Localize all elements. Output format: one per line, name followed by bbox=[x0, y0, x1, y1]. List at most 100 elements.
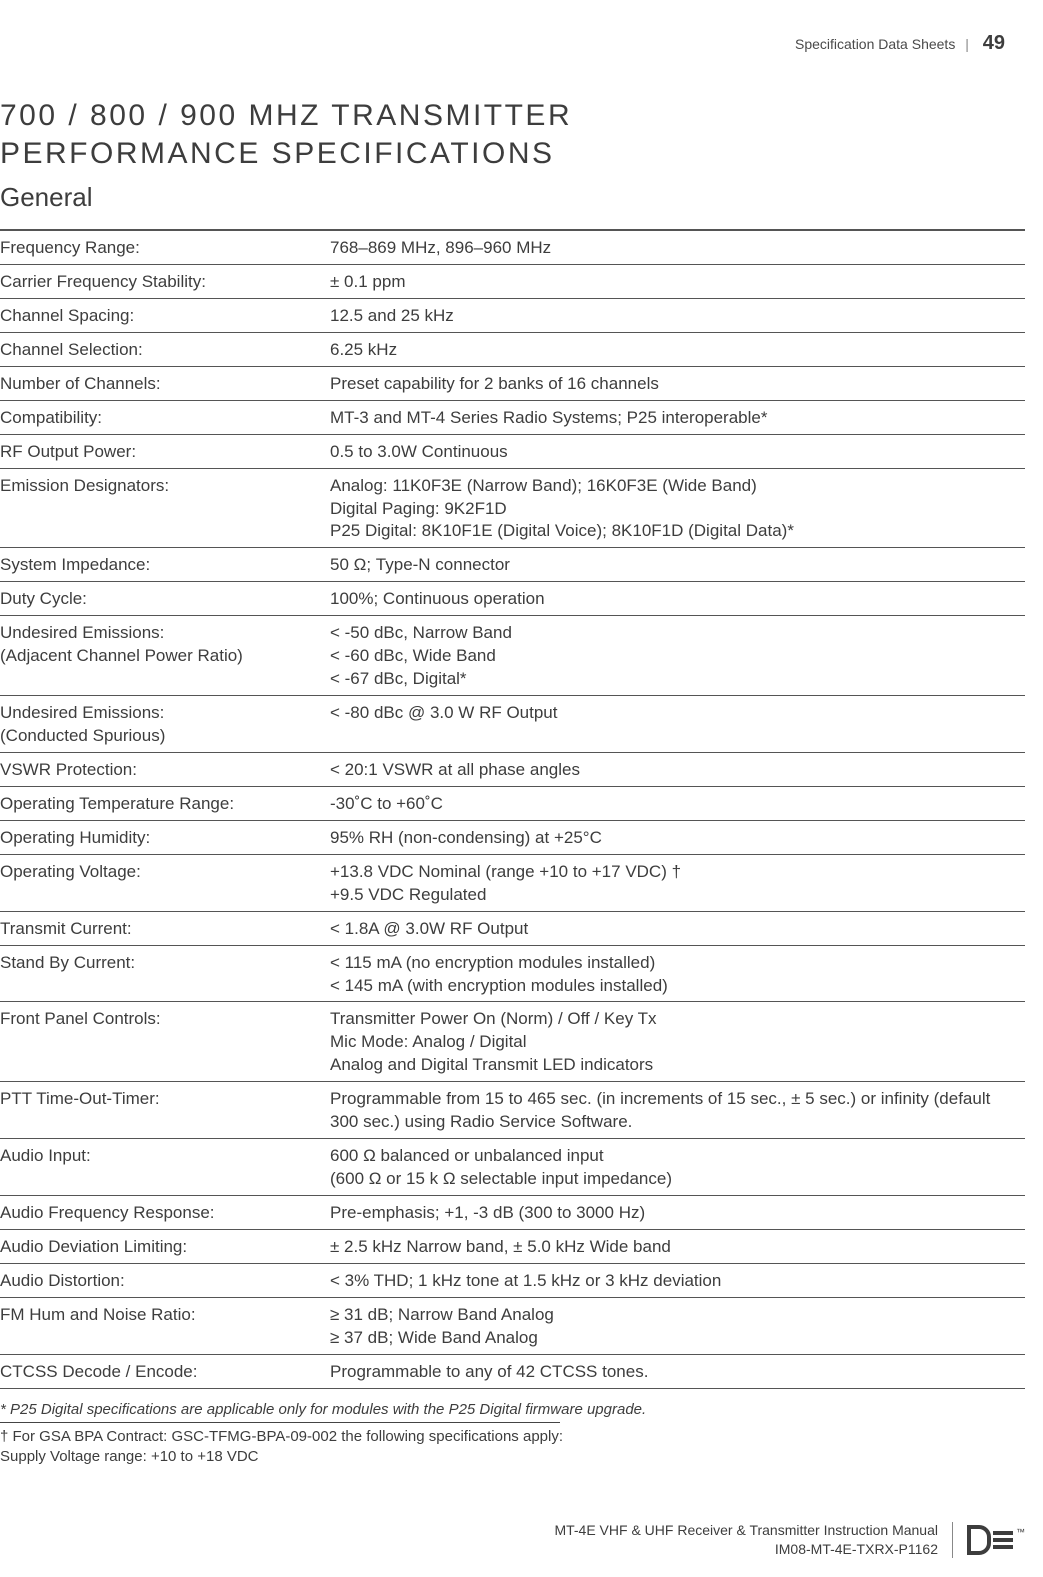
footnote-dagger-block: † For GSA BPA Contract: GSC-TFMG-BPA-09-… bbox=[0, 1422, 780, 1468]
separator: | bbox=[965, 36, 969, 52]
spec-value: 0.5 to 3.0W Continuous bbox=[330, 434, 1025, 468]
table-row: Operating Humidity:95% RH (non-condensin… bbox=[0, 820, 1025, 854]
table-row: VSWR Protection:< 20:1 VSWR at all phase… bbox=[0, 752, 1025, 786]
spec-label: RF Output Power: bbox=[0, 434, 330, 468]
table-row: Emission Designators:Analog: 11K0F3E (Na… bbox=[0, 468, 1025, 548]
page: Specification Data Sheets | 49 700 / 800… bbox=[0, 0, 1043, 1577]
spec-value: < 115 mA (no encryption modules installe… bbox=[330, 945, 1025, 1002]
table-row: Undesired Emissions: (Adjacent Channel P… bbox=[0, 616, 1025, 696]
spec-label: Audio Input: bbox=[0, 1139, 330, 1196]
footer-line-1: MT-4E VHF & UHF Receiver & Transmitter I… bbox=[554, 1521, 938, 1540]
spec-table: Frequency Range:768–869 MHz, 896–960 MHz… bbox=[0, 229, 1025, 1389]
spec-value: 6.25 kHz bbox=[330, 332, 1025, 366]
spec-label: Undesired Emissions: (Adjacent Channel P… bbox=[0, 616, 330, 696]
spec-label: Front Panel Controls: bbox=[0, 1002, 330, 1082]
spec-label: Operating Voltage: bbox=[0, 854, 330, 911]
spec-value: 95% RH (non-condensing) at +25°C bbox=[330, 820, 1025, 854]
spec-label: Audio Distortion: bbox=[0, 1263, 330, 1297]
table-row: Carrier Frequency Stability:± 0.1 ppm bbox=[0, 264, 1025, 298]
spec-label: Undesired Emissions: (Conducted Spurious… bbox=[0, 696, 330, 753]
spec-value: 768–869 MHz, 896–960 MHz bbox=[330, 230, 1025, 264]
table-row: Front Panel Controls:Transmitter Power O… bbox=[0, 1002, 1025, 1082]
section-heading: General bbox=[0, 182, 1025, 213]
spec-value: Pre-emphasis; +1, -3 dB (300 to 3000 Hz) bbox=[330, 1196, 1025, 1230]
spec-label: Transmit Current: bbox=[0, 911, 330, 945]
spec-value: -30˚C to +60˚C bbox=[330, 786, 1025, 820]
footnote-rule bbox=[0, 1422, 560, 1423]
spec-value: 600 Ω balanced or unbalanced input (600 … bbox=[330, 1139, 1025, 1196]
spec-label: Compatibility: bbox=[0, 400, 330, 434]
footer-divider bbox=[952, 1522, 953, 1558]
spec-value: Programmable to any of 42 CTCSS tones. bbox=[330, 1354, 1025, 1388]
spec-value: < 20:1 VSWR at all phase angles bbox=[330, 752, 1025, 786]
spec-label: System Impedance: bbox=[0, 548, 330, 582]
table-row: CTCSS Decode / Encode:Programmable to an… bbox=[0, 1354, 1025, 1388]
footnote-star: * P25 Digital specifications are applica… bbox=[0, 1401, 1025, 1418]
footer-text: MT-4E VHF & UHF Receiver & Transmitter I… bbox=[554, 1521, 938, 1559]
spec-value: MT-3 and MT-4 Series Radio Systems; P25 … bbox=[330, 400, 1025, 434]
table-row: Duty Cycle:100%; Continuous operation bbox=[0, 582, 1025, 616]
title-line-1: 700 / 800 / 900 MHZ TRANSMITTER bbox=[0, 99, 572, 132]
spec-label: CTCSS Decode / Encode: bbox=[0, 1354, 330, 1388]
spec-value: Programmable from 15 to 465 sec. (in inc… bbox=[330, 1082, 1025, 1139]
table-row: Compatibility:MT-3 and MT-4 Series Radio… bbox=[0, 400, 1025, 434]
table-row: Audio Frequency Response:Pre-emphasis; +… bbox=[0, 1196, 1025, 1230]
spec-label: Operating Humidity: bbox=[0, 820, 330, 854]
spec-value: Transmitter Power On (Norm) / Off / Key … bbox=[330, 1002, 1025, 1082]
table-row: Number of Channels:Preset capability for… bbox=[0, 366, 1025, 400]
spec-label: Emission Designators: bbox=[0, 468, 330, 548]
spec-value: ± 2.5 kHz Narrow band, ± 5.0 kHz Wide ba… bbox=[330, 1229, 1025, 1263]
spec-label: PTT Time-Out-Timer: bbox=[0, 1082, 330, 1139]
footer-line-2: IM08-MT-4E-TXRX-P1162 bbox=[554, 1540, 938, 1559]
breadcrumb: Specification Data Sheets bbox=[795, 36, 955, 52]
spec-label: Channel Spacing: bbox=[0, 298, 330, 332]
spec-label: Operating Temperature Range: bbox=[0, 786, 330, 820]
logo-d-shape bbox=[967, 1525, 991, 1555]
spec-value: < -80 dBc @ 3.0 W RF Output bbox=[330, 696, 1025, 753]
page-title: 700 / 800 / 900 MHZ TRANSMITTER PERFORMA… bbox=[0, 97, 1025, 172]
spec-value: ± 0.1 ppm bbox=[330, 264, 1025, 298]
spec-label: Audio Frequency Response: bbox=[0, 1196, 330, 1230]
spec-value: 50 Ω; Type-N connector bbox=[330, 548, 1025, 582]
spec-label: Stand By Current: bbox=[0, 945, 330, 1002]
table-row: FM Hum and Noise Ratio:≥ 31 dB; Narrow B… bbox=[0, 1297, 1025, 1354]
table-row: Channel Spacing:12.5 and 25 kHz bbox=[0, 298, 1025, 332]
spec-label: Channel Selection: bbox=[0, 332, 330, 366]
table-row: Stand By Current:< 115 mA (no encryption… bbox=[0, 945, 1025, 1002]
page-number: 49 bbox=[983, 32, 1005, 54]
spec-value: 12.5 and 25 kHz bbox=[330, 298, 1025, 332]
table-row: Transmit Current:< 1.8A @ 3.0W RF Output bbox=[0, 911, 1025, 945]
spec-value: +13.8 VDC Nominal (range +10 to +17 VDC)… bbox=[330, 854, 1025, 911]
spec-value: ≥ 31 dB; Narrow Band Analog ≥ 37 dB; Wid… bbox=[330, 1297, 1025, 1354]
logo-lines bbox=[993, 1528, 1013, 1552]
table-row: RF Output Power:0.5 to 3.0W Continuous bbox=[0, 434, 1025, 468]
table-row: Operating Temperature Range:-30˚C to +60… bbox=[0, 786, 1025, 820]
spec-value: 100%; Continuous operation bbox=[330, 582, 1025, 616]
table-row: System Impedance:50 Ω; Type-N connector bbox=[0, 548, 1025, 582]
header-right: Specification Data Sheets | 49 bbox=[0, 32, 1025, 55]
spec-value: < 3% THD; 1 kHz tone at 1.5 kHz or 3 kHz… bbox=[330, 1263, 1025, 1297]
title-line-2: PERFORMANCE SPECIFICATIONS bbox=[0, 137, 555, 170]
spec-label: Duty Cycle: bbox=[0, 582, 330, 616]
spec-label: FM Hum and Noise Ratio: bbox=[0, 1297, 330, 1354]
spec-value: < -50 dBc, Narrow Band < -60 dBc, Wide B… bbox=[330, 616, 1025, 696]
table-row: Undesired Emissions: (Conducted Spurious… bbox=[0, 696, 1025, 753]
spec-label: VSWR Protection: bbox=[0, 752, 330, 786]
table-row: Audio Deviation Limiting:± 2.5 kHz Narro… bbox=[0, 1229, 1025, 1263]
spec-label: Audio Deviation Limiting: bbox=[0, 1229, 330, 1263]
table-row: Channel Selection:6.25 kHz bbox=[0, 332, 1025, 366]
footnote-dagger: † For GSA BPA Contract: GSC-TFMG-BPA-09-… bbox=[0, 1427, 780, 1468]
table-row: Audio Distortion:< 3% THD; 1 kHz tone at… bbox=[0, 1263, 1025, 1297]
spec-label: Number of Channels: bbox=[0, 366, 330, 400]
footer: MT-4E VHF & UHF Receiver & Transmitter I… bbox=[554, 1521, 1025, 1559]
brand-logo: ™ bbox=[967, 1525, 1025, 1555]
table-row: Operating Voltage:+13.8 VDC Nominal (ran… bbox=[0, 854, 1025, 911]
spec-label: Frequency Range: bbox=[0, 230, 330, 264]
spec-value: Analog: 11K0F3E (Narrow Band); 16K0F3E (… bbox=[330, 468, 1025, 548]
logo-tm: ™ bbox=[1016, 1527, 1025, 1537]
table-row: Frequency Range:768–869 MHz, 896–960 MHz bbox=[0, 230, 1025, 264]
spec-value: < 1.8A @ 3.0W RF Output bbox=[330, 911, 1025, 945]
table-row: PTT Time-Out-Timer:Programmable from 15 … bbox=[0, 1082, 1025, 1139]
spec-label: Carrier Frequency Stability: bbox=[0, 264, 330, 298]
spec-value: Preset capability for 2 banks of 16 chan… bbox=[330, 366, 1025, 400]
